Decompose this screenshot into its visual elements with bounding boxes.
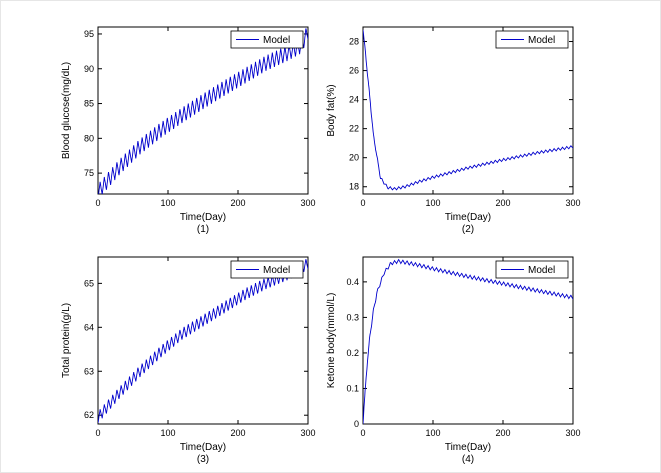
subplot-3-chart: 0 100 200 300 62 63 64 65 Time(Day)(3) Total prot… <box>61 256 316 465</box>
y-axis-label: Body fat(%) <box>326 84 337 136</box>
y-tick-label: 63 <box>84 366 94 376</box>
x-tick-label: 200 <box>495 198 510 208</box>
x-tick-label: 300 <box>300 428 315 438</box>
subplot-2-chart: 0 100 200 300 18 20 22 24 26 28 Time(Day)(2) Body f… <box>326 26 581 235</box>
y-axis-label: Total protein(g/L) <box>61 303 72 378</box>
y-tick-label: 62 <box>84 410 94 420</box>
subplot-2-body-fat: 0 100 200 300 18 20 22 24 26 28 Time(Day) (2) Body f… <box>323 17 588 239</box>
y-tick-label: 80 <box>84 133 94 143</box>
x-tick-label: 0 <box>360 428 365 438</box>
subplot-number-label: (4) <box>462 454 474 465</box>
series-line-model <box>363 29 573 191</box>
x-tick-label: 200 <box>495 428 510 438</box>
legend-box <box>495 260 569 279</box>
y-tick-label: 95 <box>84 29 94 39</box>
y-tick-label: 0 <box>354 419 359 429</box>
y-tick-label: 22 <box>349 124 359 134</box>
x-tick-label: 0 <box>95 428 100 438</box>
y-tick-label: 20 <box>349 153 359 163</box>
y-tick-label: 65 <box>84 278 94 288</box>
x-tick-label: 200 <box>230 198 245 208</box>
x-tick-label: 300 <box>565 428 580 438</box>
x-tick-label: 100 <box>425 198 440 208</box>
x-tick-label: 300 <box>565 198 580 208</box>
x-axis-label: Time(Day) <box>445 212 491 223</box>
legend-label: Model <box>263 35 290 46</box>
x-axis-label: Time(Day) <box>180 212 226 223</box>
legend-box <box>495 30 569 49</box>
legend-label: Model <box>528 35 555 46</box>
y-tick-label: 85 <box>84 99 94 109</box>
y-tick-label: 18 <box>349 182 359 192</box>
y-tick-label: 0.2 <box>346 348 359 358</box>
axes-box <box>97 26 309 195</box>
x-tick-label: 300 <box>300 198 315 208</box>
y-tick-label: 0.1 <box>346 383 359 393</box>
legend-box <box>230 30 304 49</box>
y-tick-label: 26 <box>349 66 359 76</box>
x-tick-label: 0 <box>360 198 365 208</box>
subplot-3-total-protein: 0 100 200 300 62 63 64 65 Time(Day) (3) Total prot… <box>58 247 323 469</box>
subplot-4-chart: 0 100 200 300 0 0.1 0.2 0.3 0.4 Time(Day)(4) Keton… <box>326 256 581 465</box>
axes-box <box>362 26 574 195</box>
y-tick-label: 0.4 <box>346 277 359 287</box>
subplot-1-blood-glucose: 0 100 200 300 75 80 85 90 95 Time(Day) (1) Blood gl… <box>58 17 323 239</box>
x-tick-label: 200 <box>230 428 245 438</box>
subplot-number-label: (2) <box>462 224 474 235</box>
y-tick-label: 28 <box>349 37 359 47</box>
legend-label: Model <box>528 265 555 276</box>
subplot-4-ketone-body: 0 100 200 300 0 0.1 0.2 0.3 0.4 Time(Day) (4) Keton… <box>323 247 588 469</box>
subplot-number-label: (1) <box>197 224 209 235</box>
x-tick-label: 100 <box>425 428 440 438</box>
x-axis-label: Time(Day) <box>180 442 226 453</box>
x-tick-label: 0 <box>95 198 100 208</box>
x-tick-label: 100 <box>160 428 175 438</box>
legend-box <box>230 260 304 279</box>
x-axis-label: Time(Day) <box>445 442 491 453</box>
y-axis-label: Ketone body(mmol/L) <box>326 293 337 389</box>
y-tick-label: 90 <box>84 64 94 74</box>
y-tick-label: 75 <box>84 168 94 178</box>
y-tick-label: 0.3 <box>346 312 359 322</box>
x-tick-label: 100 <box>160 198 175 208</box>
y-tick-label: 24 <box>349 95 359 105</box>
axes-box <box>97 256 309 425</box>
series-line-model <box>98 28 308 194</box>
legend-label: Model <box>263 265 290 276</box>
series-line-model <box>363 258 573 424</box>
subplot-number-label: (3) <box>197 454 209 465</box>
axes-box <box>362 256 574 425</box>
y-axis-label: Blood glucose(mg/dL) <box>61 62 72 159</box>
y-tick-label: 64 <box>84 322 94 332</box>
series-line-model <box>98 259 308 424</box>
subplot-1-chart: 0 100 200 300 75 80 85 90 95 Time(Day)(1) Blood gl… <box>61 26 316 235</box>
